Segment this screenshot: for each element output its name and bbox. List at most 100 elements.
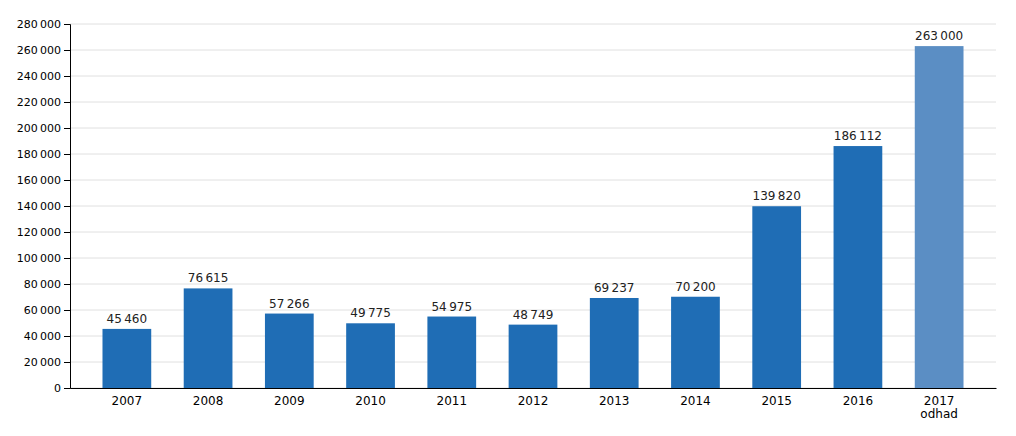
x-tick: 2008 [193, 394, 224, 408]
y-tick-label: 60 000 [24, 304, 61, 317]
x-tick-label: 2008 [193, 394, 224, 408]
x-tick: 2011 [436, 394, 467, 408]
y-tick-label: 240 000 [17, 70, 61, 83]
y-tick-label: 120 000 [17, 226, 61, 239]
plot: 45 460 76 615 57 266 49 775 54 975 48 749 69 2… [17, 18, 997, 421]
bar [590, 298, 639, 388]
y-tick: 40 000 [24, 330, 70, 343]
x-tick-label-line: 2010 [355, 394, 386, 408]
y-tick: 280 000 [17, 18, 70, 31]
y-tick: 240 000 [17, 70, 70, 83]
data-label: 57 266 [269, 297, 310, 311]
x-tick: 2013 [599, 394, 630, 408]
data-label: 48 749 [513, 308, 554, 322]
y-tick-mark [64, 180, 70, 181]
y-tick-label: 160 000 [17, 174, 61, 187]
data-label: 76 615 [188, 271, 229, 285]
x-tick: 2017odhad [920, 394, 958, 422]
x-tick-label-line: 2015 [761, 394, 792, 408]
y-tick: 60 000 [24, 304, 70, 317]
y-tick: 120 000 [17, 226, 70, 239]
y-tick-mark [64, 154, 70, 155]
data-label: 54 975 [431, 300, 472, 314]
y-tick-mark [64, 362, 70, 363]
bar [752, 206, 801, 388]
y-tick-mark [64, 336, 70, 337]
grid-line [70, 76, 996, 77]
y-tick: 160 000 [17, 174, 70, 187]
axis-line [64, 25, 71, 389]
x-tick-label: 2014 [680, 394, 711, 408]
y-tick-label: 280 000 [17, 18, 61, 31]
x-tick-label-line: 2011 [436, 394, 467, 408]
x-tick-label-line: 2013 [599, 394, 630, 408]
bar [184, 288, 233, 388]
x-tick-label: 2011 [436, 394, 467, 408]
x-tick: 2015 [761, 394, 792, 408]
x-tick-label-line: 2009 [274, 394, 305, 408]
x-tick: 2007 [112, 394, 143, 408]
y-tick-label: 20 000 [24, 356, 61, 369]
x-tick-label: 2012 [518, 394, 549, 408]
data-label: 139 820 [753, 189, 801, 203]
x-axis: 2007 2008 2009 2010 2011 2012 2013 2014 2015 2016… [71, 389, 997, 422]
y-tick-mark [64, 284, 70, 285]
data-label: 49 775 [350, 306, 391, 320]
bar [102, 329, 151, 388]
y-tick-mark [64, 76, 70, 77]
y-tick-label: 200 000 [17, 122, 61, 135]
data-label: 69 237 [594, 281, 635, 295]
y-axis: 0 20 000 40 000 60 000 80 000 100 000 120 000 1… [17, 18, 71, 395]
y-tick-label: 220 000 [17, 96, 61, 109]
y-tick-mark [64, 310, 70, 311]
x-tick-label-line: 2016 [843, 394, 874, 408]
bar [346, 323, 395, 388]
x-tick-label-line: odhad [920, 407, 958, 421]
x-tick: 2016 [843, 394, 874, 408]
y-tick: 140 000 [17, 200, 70, 213]
x-tick-label-line: 2014 [680, 394, 711, 408]
x-tick-label: 2017odhad [920, 394, 958, 422]
data-label: 263 000 [915, 29, 963, 43]
axis-line [71, 388, 997, 389]
y-tick-mark [64, 258, 70, 259]
grid-line [70, 24, 996, 25]
data-label: 186 112 [834, 129, 882, 143]
grid-line [70, 50, 996, 51]
bar [509, 325, 558, 388]
grid [70, 24, 996, 388]
y-tick-mark [64, 128, 70, 129]
x-tick: 2009 [274, 394, 305, 408]
data-labels: 45 460 76 615 57 266 49 775 54 975 48 749 69 2… [107, 29, 964, 326]
y-tick-label: 40 000 [24, 330, 61, 343]
y-tick: 200 000 [17, 122, 70, 135]
bars [102, 46, 963, 388]
y-tick: 260 000 [17, 44, 70, 57]
y-tick: 180 000 [17, 148, 70, 161]
bar [834, 146, 883, 388]
x-tick-label: 2016 [843, 394, 874, 408]
x-tick-label: 2013 [599, 394, 630, 408]
bar [671, 297, 720, 388]
y-tick-label: 180 000 [17, 148, 61, 161]
data-label: 45 460 [107, 312, 148, 326]
chart: 45 460 76 615 57 266 49 775 54 975 48 749 69 2… [0, 0, 1016, 436]
y-tick-label: 80 000 [24, 278, 61, 291]
data-label: 70 200 [675, 280, 716, 294]
bar [265, 314, 314, 388]
bar [427, 317, 476, 388]
y-tick: 100 000 [17, 252, 70, 265]
x-tick-label-line: 2008 [193, 394, 224, 408]
x-tick-label: 2007 [112, 394, 143, 408]
y-tick-mark [64, 232, 70, 233]
y-tick: 80 000 [24, 278, 70, 291]
y-tick: 0 [54, 382, 70, 395]
y-tick-mark [64, 24, 70, 25]
y-tick-label: 100 000 [17, 252, 61, 265]
grid-line [70, 102, 996, 103]
x-tick-label-line: 2017 [924, 394, 955, 408]
y-tick-label: 0 [54, 382, 61, 395]
y-tick-label: 140 000 [17, 200, 61, 213]
x-tick-label: 2010 [355, 394, 386, 408]
x-tick: 2014 [680, 394, 711, 408]
